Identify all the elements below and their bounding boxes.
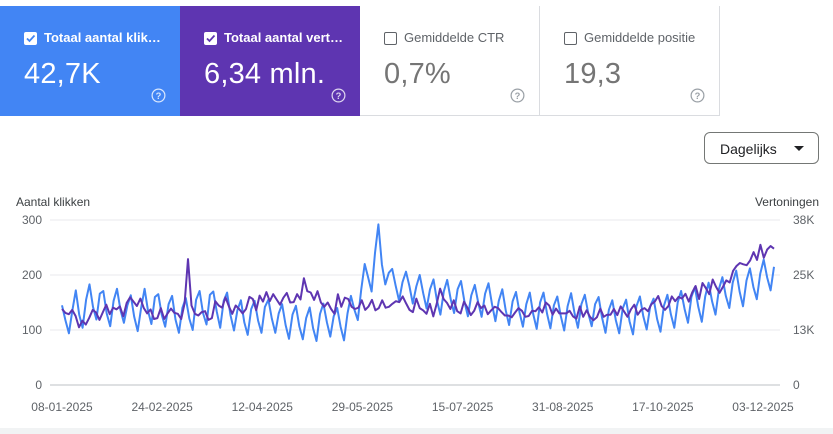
help-icon[interactable]: ? — [690, 88, 705, 103]
metric-label: Totaal aantal klikk… — [44, 30, 168, 45]
x-tick-label: 12-04-2025 — [232, 400, 294, 414]
checkbox-unchecked-icon[interactable] — [384, 32, 397, 45]
metric-value: 0,7% — [384, 58, 451, 90]
help-icon[interactable]: ? — [151, 88, 166, 103]
x-tick-label: 24-02-2025 — [131, 400, 193, 414]
y-right-tick-label: 25K — [793, 268, 814, 282]
y-right-tick-label: 13K — [793, 323, 814, 337]
caret-down-icon — [794, 146, 804, 151]
svg-text:?: ? — [156, 91, 162, 101]
y-left-axis-title: Aantal klikken — [16, 195, 91, 209]
metric-value: 6,34 mln. — [204, 58, 326, 90]
help-icon[interactable]: ? — [331, 88, 346, 103]
checkbox-checked-icon[interactable] — [24, 32, 37, 45]
y-right-tick-label: 38K — [793, 213, 814, 227]
performance-chart[interactable]: 300 38K 200 25K 100 13K 0 0 08-01-2025 24-02-2025… — [0, 205, 833, 420]
svg-text:?: ? — [336, 91, 342, 101]
y-left-tick-label: 100 — [22, 323, 42, 337]
x-tick-label: 08-01-2025 — [31, 400, 93, 414]
metric-card-ctr[interactable]: Gemiddelde CTR 0,7% ? — [360, 6, 540, 116]
y-left-tick-label: 300 — [22, 213, 42, 227]
metric-card-impressions[interactable]: Totaal aantal vert… 6,34 mln. ? — [180, 6, 360, 116]
x-tick-label: 17-10-2025 — [632, 400, 694, 414]
metric-label: Gemiddelde positie — [584, 30, 696, 45]
y-left-tick-label: 0 — [35, 378, 42, 392]
checkbox-unchecked-icon[interactable] — [564, 32, 577, 45]
metric-label: Totaal aantal vert… — [224, 30, 343, 45]
x-tick-label: 29-05-2025 — [332, 400, 394, 414]
svg-text:?: ? — [695, 91, 701, 101]
y-right-tick-label: 0 — [793, 378, 800, 392]
y-left-tick-label: 200 — [22, 268, 42, 282]
granularity-selected: Dagelijks — [720, 141, 777, 157]
clicks-series-line — [61, 223, 775, 342]
x-tick-label: 31-08-2025 — [532, 400, 594, 414]
checkbox-checked-icon[interactable] — [204, 32, 217, 45]
metric-card-clicks[interactable]: Totaal aantal klikk… 42,7K ? — [0, 6, 180, 116]
svg-text:?: ? — [515, 91, 521, 101]
metric-card-position[interactable]: Gemiddelde positie 19,3 ? — [540, 6, 720, 116]
granularity-dropdown[interactable]: Dagelijks — [704, 132, 819, 164]
x-tick-label: 15-07-2025 — [432, 400, 494, 414]
metric-label: Gemiddelde CTR — [404, 30, 505, 45]
impressions-series-line — [61, 243, 775, 329]
metric-value: 19,3 — [564, 58, 622, 90]
x-tick-label: 03-12-2025 — [732, 400, 794, 414]
metric-value: 42,7K — [24, 58, 101, 90]
y-right-axis-title: Vertoningen — [754, 195, 819, 209]
help-icon[interactable]: ? — [510, 88, 525, 103]
